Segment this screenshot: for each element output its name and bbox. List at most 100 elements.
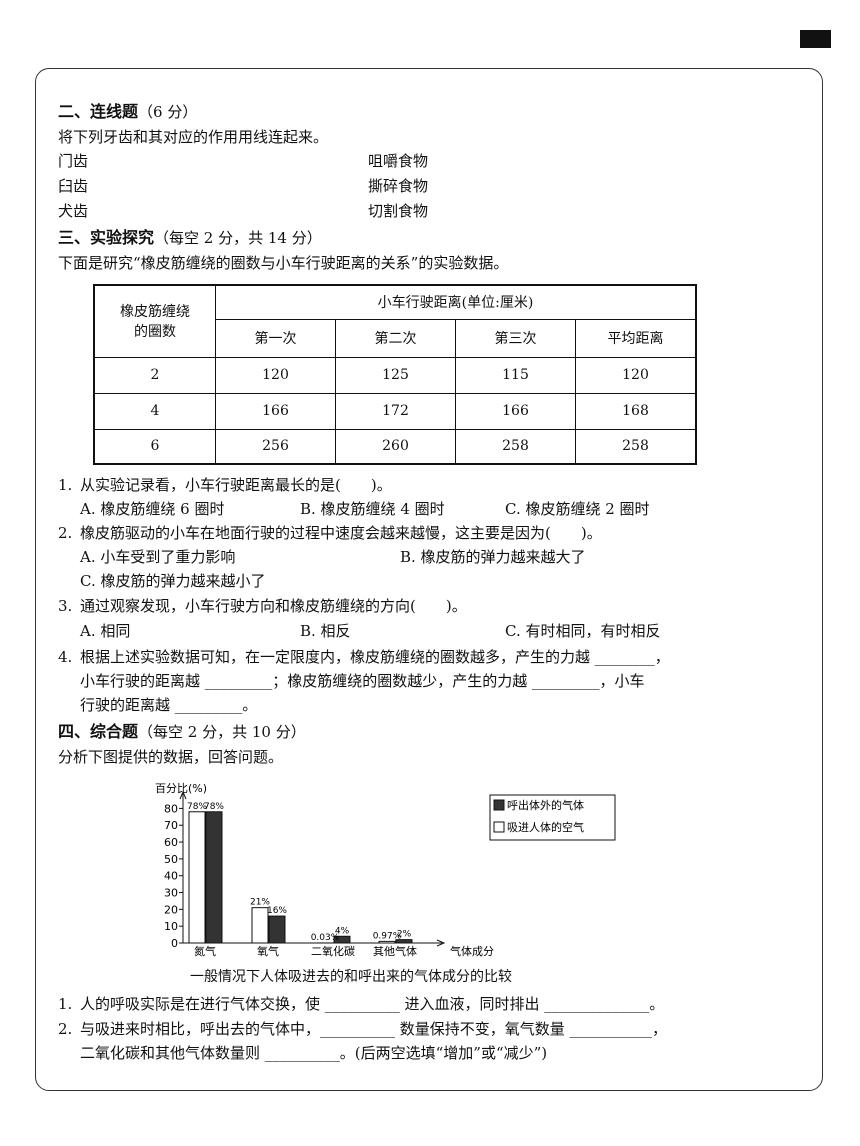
question-number: 1. [58, 476, 73, 494]
option: B. 相反 [300, 622, 351, 640]
data-table: 橡皮筋缠绕 的圈数 小车行驶距离(单位:厘米) 第一次 第二次 第三次 平均距离 2 12… [93, 284, 697, 465]
column-header: 第三次 [455, 318, 576, 358]
y-tick-label: 30 [164, 887, 178, 900]
value-label: 16% [267, 906, 287, 916]
axis-arrow [179, 790, 187, 800]
column-header: 第一次 [215, 318, 336, 358]
cell: 258 [575, 428, 697, 465]
cell: 258 [455, 428, 576, 465]
question-number: 1. [58, 995, 73, 1013]
bar [251, 907, 269, 944]
cell: 6 [93, 428, 216, 465]
item: 臼齿 [58, 177, 89, 195]
value-label: 21% [250, 898, 270, 908]
cell: 2 [93, 356, 216, 394]
column-header: 第二次 [335, 318, 456, 358]
value-label: 78% [204, 802, 224, 812]
x-tick-label: 氮气 [194, 944, 216, 958]
cell: 115 [455, 356, 576, 394]
axis-arrow [436, 939, 446, 947]
x-axis-label: 气体成分 [450, 944, 494, 958]
cell: 168 [575, 392, 697, 430]
header-text: 橡皮筋缠绕 [120, 304, 190, 321]
instruction: 分析下图提供的数据，回答问题。 [58, 748, 284, 766]
option: A. 相同 [80, 622, 131, 640]
bar-chart: 百分比(%) 气体成分 0 10 20 30 40 50 60 70 80 氮气 氧气 二氧化碳 其他气体 7… [155, 782, 616, 958]
legend-swatch [493, 799, 505, 811]
heading: 二、连线题 [58, 102, 139, 121]
x-tick-label: 其他气体 [373, 944, 417, 958]
option: B. 橡皮筋的弹力越来越大了 [400, 548, 586, 566]
cell: 166 [215, 392, 336, 430]
value-label: 0.97% [373, 931, 402, 941]
item: 撕碎食物 [368, 177, 429, 195]
heading: 四、综合题 [58, 722, 139, 741]
y-tick-label: 40 [164, 870, 178, 883]
section-heading: 四、综合题（每空 2 分，共 10 分） [58, 722, 306, 742]
value-label: 0.03% [311, 933, 340, 943]
question-text: 与吸进来时相比，呼出去的气体中，__________ 数量保持不变，氧气数量 _… [80, 1020, 668, 1038]
corner-mark [800, 30, 831, 48]
item: 咀嚼食物 [368, 152, 429, 170]
question-number: 3. [58, 597, 73, 615]
cell: 256 [215, 428, 336, 465]
score: （每空 2 分，共 14 分） [154, 229, 322, 247]
question-text: 人的呼吸实际是在进行气体交换，使 __________ 进入血液，同时排出 __… [80, 995, 665, 1013]
row-header: 橡皮筋缠绕 的圈数 [93, 284, 216, 358]
question-number: 2. [58, 524, 73, 542]
cell: 172 [335, 392, 456, 430]
x-tick-label: 氧气 [257, 944, 279, 958]
option: C. 橡皮筋缠绕 2 圈时 [505, 500, 650, 518]
y-tick-label: 0 [171, 937, 178, 950]
legend-label: 吸进人体的空气 [507, 820, 584, 834]
value-label: 78% [187, 802, 207, 812]
cell: 166 [455, 392, 576, 430]
cell: 120 [215, 356, 336, 394]
legend-swatch [493, 821, 505, 833]
instruction: 将下列牙齿和其对应的作用用线连起来。 [58, 128, 329, 146]
value-label: 2% [397, 930, 412, 940]
bar [378, 940, 396, 944]
question-number: 2. [58, 1020, 73, 1038]
bar [268, 915, 286, 944]
option: C. 橡皮筋的弹力越来越小了 [80, 572, 266, 590]
column-header: 平均距离 [575, 318, 697, 358]
question-text: 小车行驶的距离越 _________；橡皮筋缠绕的圈数越少，产生的力越 ____… [80, 672, 645, 690]
x-tick-label: 二氧化碳 [311, 944, 355, 958]
legend-box [489, 794, 616, 841]
frame [35, 68, 823, 1091]
section-heading: 二、连线题（6 分） [58, 102, 198, 122]
y-tick-label: 10 [164, 920, 178, 933]
score: （6 分） [138, 103, 198, 121]
option: C. 有时相同，有时相反 [505, 622, 661, 640]
y-tick-label: 20 [164, 903, 178, 916]
option: B. 橡皮筋缠绕 4 圈时 [300, 500, 445, 518]
cell: 260 [335, 428, 456, 465]
score: （每空 2 分，共 10 分） [138, 723, 306, 741]
cell: 120 [575, 356, 697, 394]
y-tick-label: 70 [164, 819, 178, 832]
item: 门齿 [58, 152, 89, 170]
instruction: 下面是研究“橡皮筋缠绕的圈数与小车行驶距离的关系”的实验数据。 [58, 254, 509, 272]
y-tick-label: 60 [164, 836, 178, 849]
question-text: 通过观察发现，小车行驶方向和橡皮筋缠绕的方向( )。 [80, 597, 467, 615]
section-heading: 三、实验探究（每空 2 分，共 14 分） [58, 228, 322, 248]
item: 切割食物 [368, 202, 429, 220]
y-tick-label: 50 [164, 853, 178, 866]
bar [205, 811, 223, 944]
item: 犬齿 [58, 202, 89, 220]
question-text: 从实验记录看，小车行驶距离最长的是( )。 [80, 476, 392, 494]
heading: 三、实验探究 [58, 228, 155, 247]
question-text: 二氧化碳和其他气体数量则 __________。(后两空选填“增加”或“减少”) [80, 1044, 548, 1062]
option: A. 小车受到了重力影响 [80, 548, 236, 566]
question-number: 4. [58, 648, 73, 666]
bar [395, 939, 413, 944]
chart-caption: 一般情况下人体吸进去的和呼出来的气体成分的比较 [190, 969, 512, 985]
value-label: 4% [335, 926, 350, 936]
question-text: 橡皮筋驱动的小车在地面行驶的过程中速度会越来越慢，这主要是因为( )。 [80, 524, 602, 542]
legend-label: 呼出体外的气体 [507, 798, 584, 812]
question-text: 行驶的距离越 _________。 [80, 696, 258, 714]
cell: 4 [93, 392, 216, 430]
question-text: 根据上述实验数据可知，在一定限度内，橡皮筋缠绕的圈数越多，产生的力越 _____… [80, 648, 670, 666]
